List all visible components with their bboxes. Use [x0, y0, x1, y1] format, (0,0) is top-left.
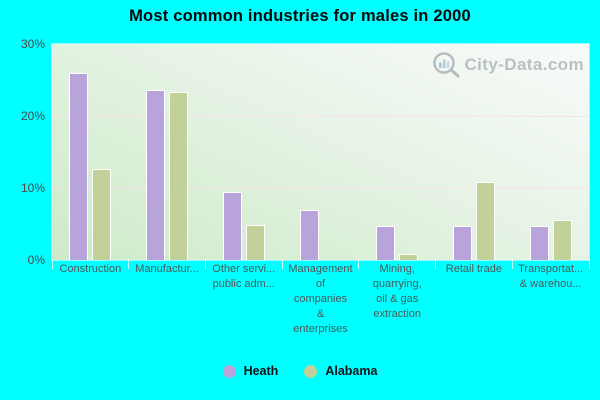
legend-item-heath: Heath: [222, 364, 279, 378]
y-tick-label-20%: 20%: [20, 109, 45, 123]
bar-heath-3: [222, 191, 242, 260]
bar-heath-5: [376, 226, 396, 260]
category-label-line: enterprises: [293, 323, 348, 335]
category-label-line: Construction: [59, 263, 122, 275]
category-label-7: Transportat... & warehou...: [512, 262, 589, 292]
category-label-line: Other servi...: [212, 263, 276, 275]
category-label-line: quarrying,: [372, 278, 422, 290]
bar-alabama-6: [475, 181, 495, 260]
legend-label-heath: Heath: [243, 364, 279, 378]
bar-heath-7: [529, 226, 549, 260]
category-label-line: Management: [288, 263, 353, 275]
legend: Heath Alabama: [0, 364, 600, 378]
legend-item-alabama: Alabama: [304, 364, 377, 378]
legend-label-alabama: Alabama: [325, 364, 378, 378]
chart-title: Most common industries for males in 2000: [129, 7, 471, 25]
category-label-line: Manufactur...: [135, 263, 199, 275]
legend-swatch-alabama: [304, 364, 318, 378]
category-label-6: Retail trade: [436, 262, 513, 277]
city-data-logo-icon: [433, 52, 460, 78]
legend-swatch-heath: [222, 364, 236, 378]
x-axis-tick-6: [511, 259, 513, 269]
bar-alabama-5: [399, 254, 419, 260]
bar-heath-1: [69, 72, 89, 260]
category-label-line: of: [315, 278, 326, 290]
watermark: City-Data.com: [431, 51, 584, 79]
category-label-line: oil & gas: [376, 293, 419, 305]
x-axis-tick-4: [358, 259, 360, 269]
bar-heath-2: [146, 90, 166, 260]
x-axis-tick-0: [51, 259, 53, 269]
gridline-10%: [52, 188, 589, 189]
x-axis-tick-5: [435, 259, 437, 269]
bar-heath-6: [452, 226, 472, 260]
watermark-text: City-Data.com: [464, 55, 584, 74]
gridline-20%: [52, 116, 589, 117]
category-label-line: Retail trade: [445, 263, 503, 275]
category-label-line: extraction: [373, 308, 422, 320]
x-axis-tick-7: [588, 259, 590, 269]
bar-alabama-2: [169, 92, 189, 260]
category-label-line: companies: [293, 293, 348, 305]
bar-alabama-3: [245, 224, 265, 260]
category-label-2: Manufactur...: [129, 262, 206, 277]
category-label-5: Mining, quarrying, oil & gas extraction: [359, 262, 436, 322]
bar-heath-4: [299, 209, 319, 260]
category-label-line: & warehou...: [519, 278, 582, 290]
x-axis-labels: Construction Manufactur... Other servi... p…: [52, 262, 589, 342]
bar-alabama-1: [92, 169, 112, 260]
x-axis-tick-1: [128, 259, 130, 269]
category-label-line: public adm...: [212, 278, 275, 290]
x-axis-tick-3: [281, 259, 283, 269]
x-axis-tick-2: [204, 259, 206, 269]
category-label-line: &: [316, 308, 325, 320]
bar-alabama-7: [552, 220, 572, 260]
y-tick-label-10%: 10%: [20, 181, 45, 195]
category-label-line: Mining,: [379, 263, 415, 275]
category-label-3: Other servi... public adm...: [205, 262, 282, 292]
y-tick-label-0%: 0%: [27, 253, 45, 267]
plot-area: City-Data.com: [52, 44, 589, 260]
category-label-line: Transportat...: [518, 263, 584, 275]
y-tick-label-30%: 30%: [20, 37, 45, 51]
category-label-4: Management of companies & enterprises: [282, 262, 359, 337]
category-label-1: Construction: [52, 262, 129, 277]
